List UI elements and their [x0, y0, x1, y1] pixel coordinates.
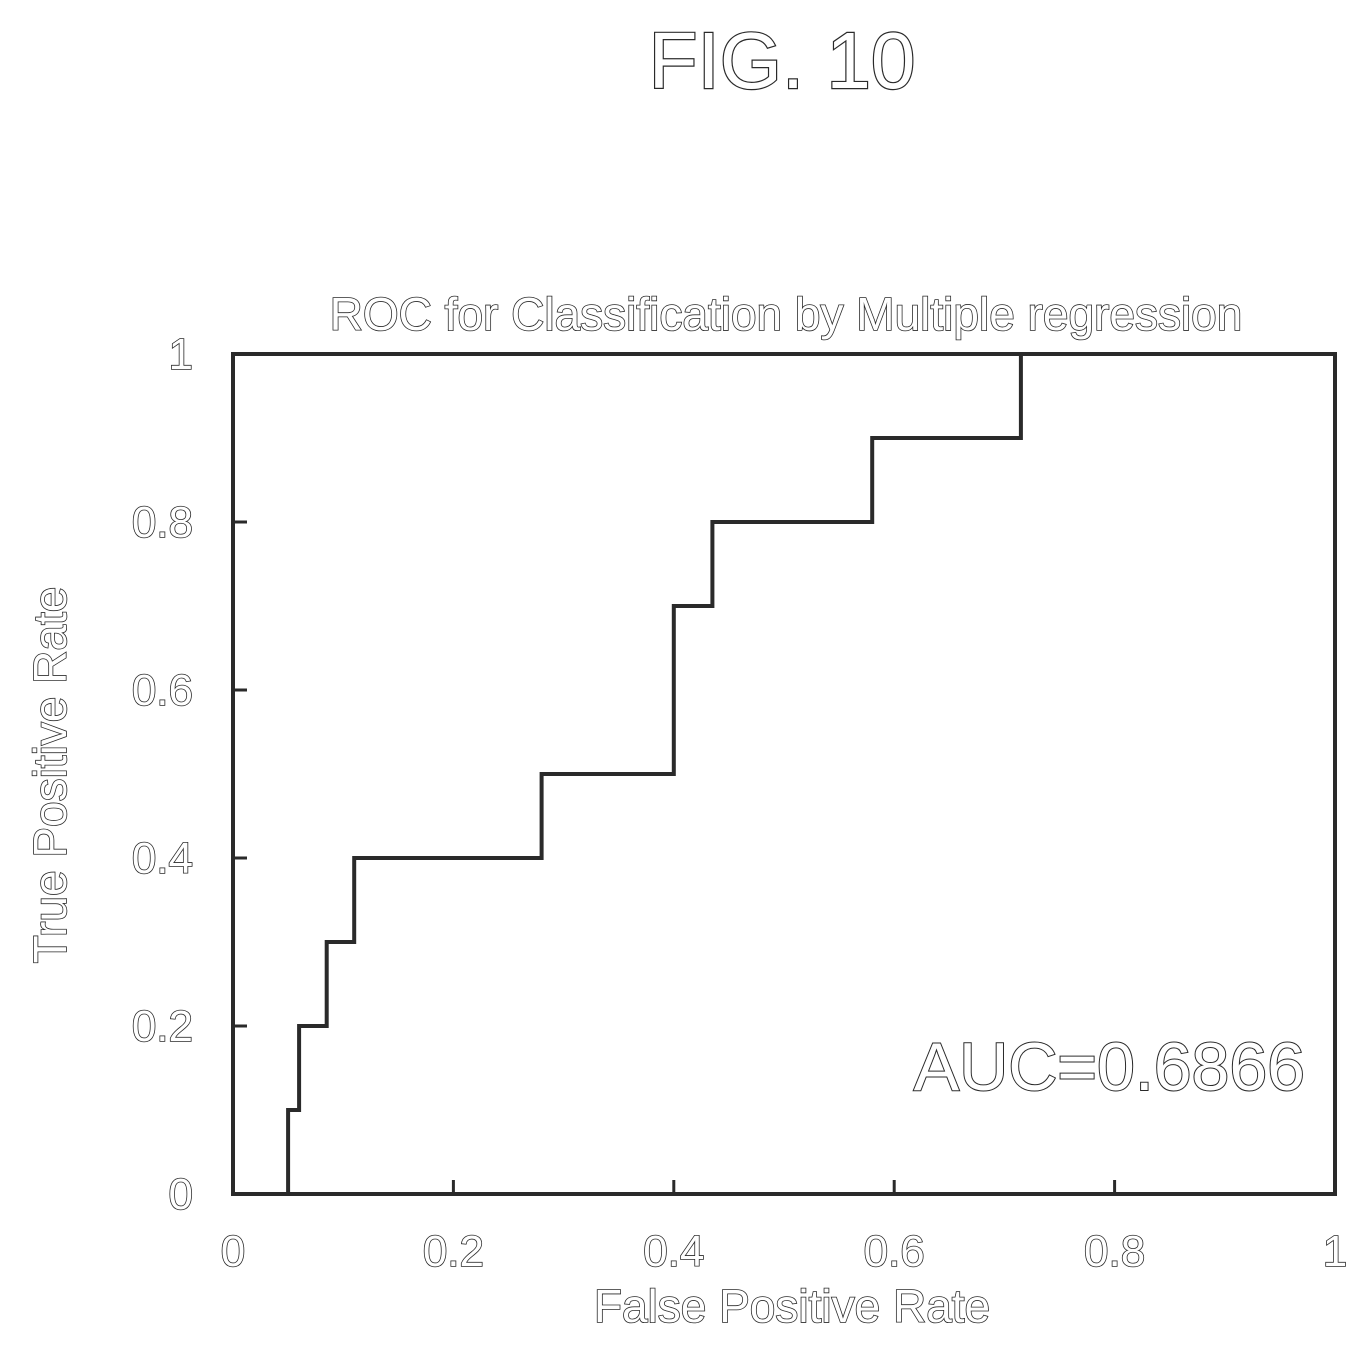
- x-tick-label: 0.2: [423, 1227, 484, 1276]
- y-tick-label: 0: [169, 1170, 193, 1219]
- y-tick-label: 0.8: [132, 498, 193, 547]
- x-tick-label: 0.6: [864, 1227, 925, 1276]
- roc-curve-line: [233, 352, 1335, 1196]
- y-tick-label: 0.4: [132, 834, 193, 883]
- x-axis-ticks: 0 0.2 0.4 0.6 0.8 1: [220, 1180, 1348, 1277]
- plot-frame: [231, 352, 1337, 1196]
- y-tick-label: 1: [169, 330, 193, 379]
- x-tick-label: 1: [1323, 1227, 1347, 1276]
- x-tick-label: 0.8: [1084, 1227, 1145, 1276]
- figure-label: FIG. 10: [649, 16, 916, 105]
- y-tick-label: 0.2: [132, 1002, 193, 1051]
- y-tick-label: 0.6: [132, 666, 193, 715]
- x-tick-label: 0.4: [643, 1227, 704, 1276]
- auc-annotation: AUC=0.6866: [914, 1029, 1305, 1105]
- y-axis-ticks: 0 0.2 0.4 0.6 0.8 1: [131, 329, 247, 1220]
- chart-title: ROC for Classification by Multiple regre…: [330, 288, 1243, 340]
- x-tick-label: 0: [221, 1227, 245, 1276]
- x-axis-label: False Positive Rate: [594, 1280, 990, 1332]
- y-axis-label: True Positive Rate: [24, 587, 76, 964]
